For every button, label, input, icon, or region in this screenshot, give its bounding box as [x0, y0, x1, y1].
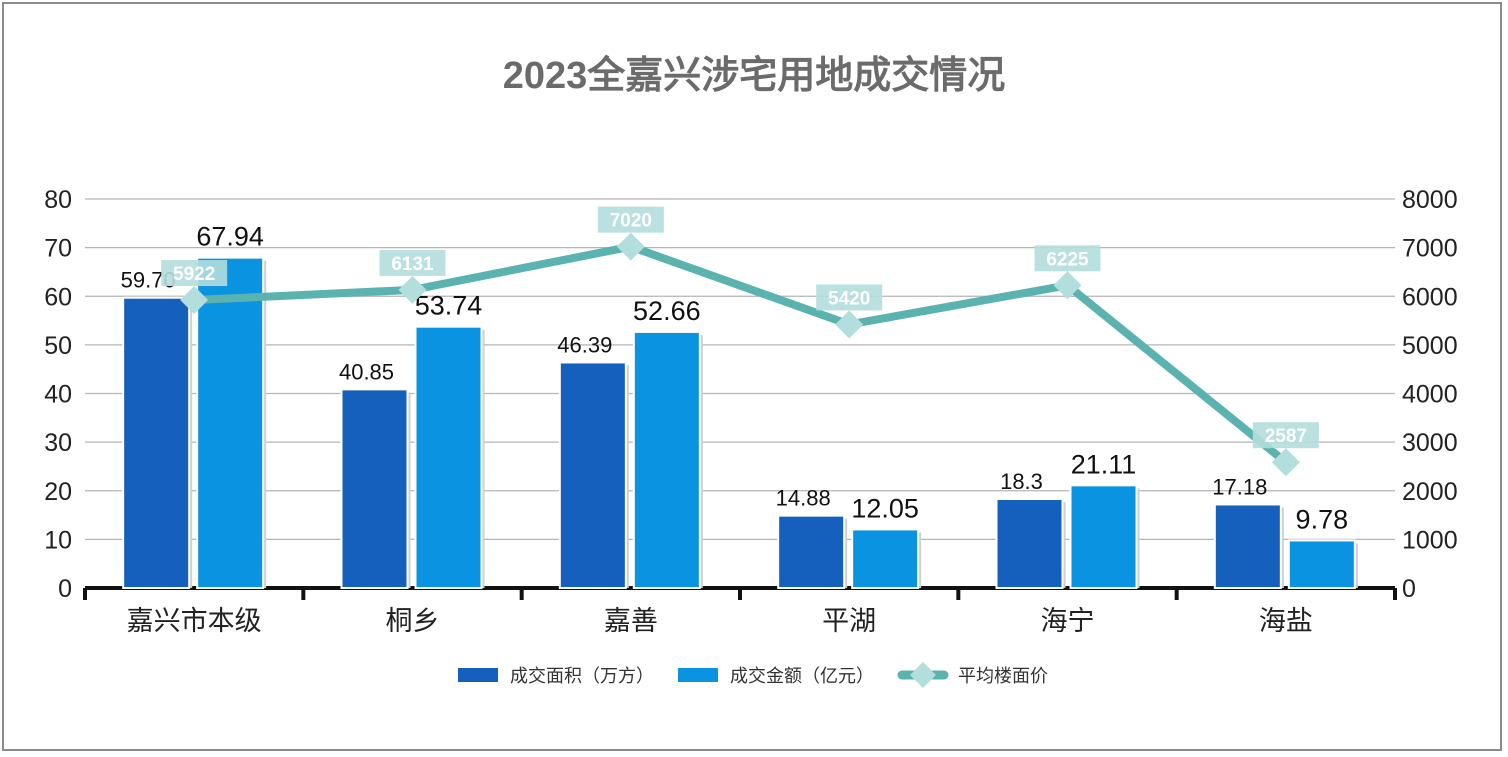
line-label-bg: [1252, 422, 1319, 449]
line-label-bg: [379, 249, 446, 276]
legend-swatch: [678, 668, 718, 682]
x-tick-label: 桐乡: [386, 606, 440, 636]
line-marker: [616, 232, 645, 261]
x-tick-label: 海盐: [1259, 606, 1313, 636]
legend-marker: [910, 662, 936, 688]
bar-1: [1287, 539, 1356, 590]
bar-data-label: 14.88: [776, 486, 831, 511]
bar-0: [558, 361, 627, 589]
y-right-tick-label: 3000: [1402, 429, 1458, 457]
bar-data-label: 17.18: [1212, 474, 1267, 499]
y-left-tick-label: 30: [44, 429, 72, 457]
bar-data-label: 21.11: [1071, 449, 1137, 479]
line-data-label: 7020: [610, 211, 652, 232]
line-label-bg: [597, 206, 664, 233]
line-series: [193, 242, 1289, 466]
line-marker: [1271, 448, 1300, 477]
legend-label: 成交面积（万方）: [510, 666, 654, 686]
y-right-tick-label: 4000: [1402, 381, 1458, 409]
line-label-bg: [161, 260, 228, 287]
y-left-tick-label: 20: [44, 478, 72, 506]
bar-0: [1213, 503, 1282, 589]
x-tick-label: 海宁: [1041, 606, 1095, 636]
y-left-tick-label: 10: [44, 526, 72, 554]
bar-data-label: 40.85: [339, 359, 394, 384]
line-marker: [1053, 271, 1082, 300]
bar-0: [777, 514, 846, 589]
bar-data-label: 67.94: [196, 222, 264, 252]
bar-1: [851, 528, 920, 589]
y-right-tick-label: 2000: [1402, 478, 1458, 506]
y-left-tick-label: 0: [58, 575, 72, 603]
line-data-label: 5420: [828, 288, 870, 309]
legend-label: 平均楼面价: [958, 666, 1048, 686]
bar-0: [340, 388, 409, 589]
line-data-label: 6225: [1046, 249, 1089, 270]
bar-1: [196, 256, 265, 589]
bar-data-label: 18.3: [1000, 469, 1043, 494]
x-tick-label: 嘉兴市本级: [127, 606, 262, 636]
y-left-tick-label: 60: [44, 283, 72, 311]
bar-1: [1069, 484, 1138, 590]
y-right-tick-label: 0: [1402, 575, 1416, 603]
bar-data-label: 52.66: [633, 296, 701, 326]
line-data-label: 2587: [1265, 426, 1307, 447]
bar-0: [122, 296, 191, 589]
line-marker: [835, 310, 864, 339]
bar-0: [995, 498, 1064, 589]
line-data-label: 6131: [391, 254, 434, 275]
legend-label: 成交金额（亿元）: [730, 666, 874, 686]
y-right-tick-label: 5000: [1402, 332, 1458, 360]
line-label-bg: [816, 284, 883, 311]
y-right-tick-label: 7000: [1402, 235, 1458, 263]
line-data-label: 5922: [173, 264, 215, 285]
y-left-tick-label: 70: [44, 235, 72, 263]
y-left-tick-label: 80: [44, 186, 72, 214]
y-right-tick-label: 8000: [1402, 186, 1458, 214]
x-tick-label: 平湖: [822, 606, 876, 636]
bar-data-label: 9.78: [1296, 504, 1349, 534]
bar-data-label: 12.05: [851, 493, 919, 523]
bar-1: [414, 325, 483, 589]
line-label-bg: [1034, 245, 1101, 272]
bar-data-label: 46.39: [557, 332, 612, 357]
chart-title: 2023全嘉兴涉宅用地成交情况: [503, 54, 1006, 97]
line-marker: [398, 275, 427, 304]
x-tick-label: 嘉善: [604, 606, 658, 636]
bar-1: [632, 330, 701, 589]
y-right-tick-label: 6000: [1402, 283, 1458, 311]
bar-data-label: 53.74: [415, 291, 483, 321]
y-left-tick-label: 50: [44, 332, 72, 360]
y-right-tick-label: 1000: [1402, 526, 1458, 554]
y-left-tick-label: 40: [44, 381, 72, 409]
line-marker: [180, 286, 209, 315]
legend-swatch: [458, 668, 498, 682]
